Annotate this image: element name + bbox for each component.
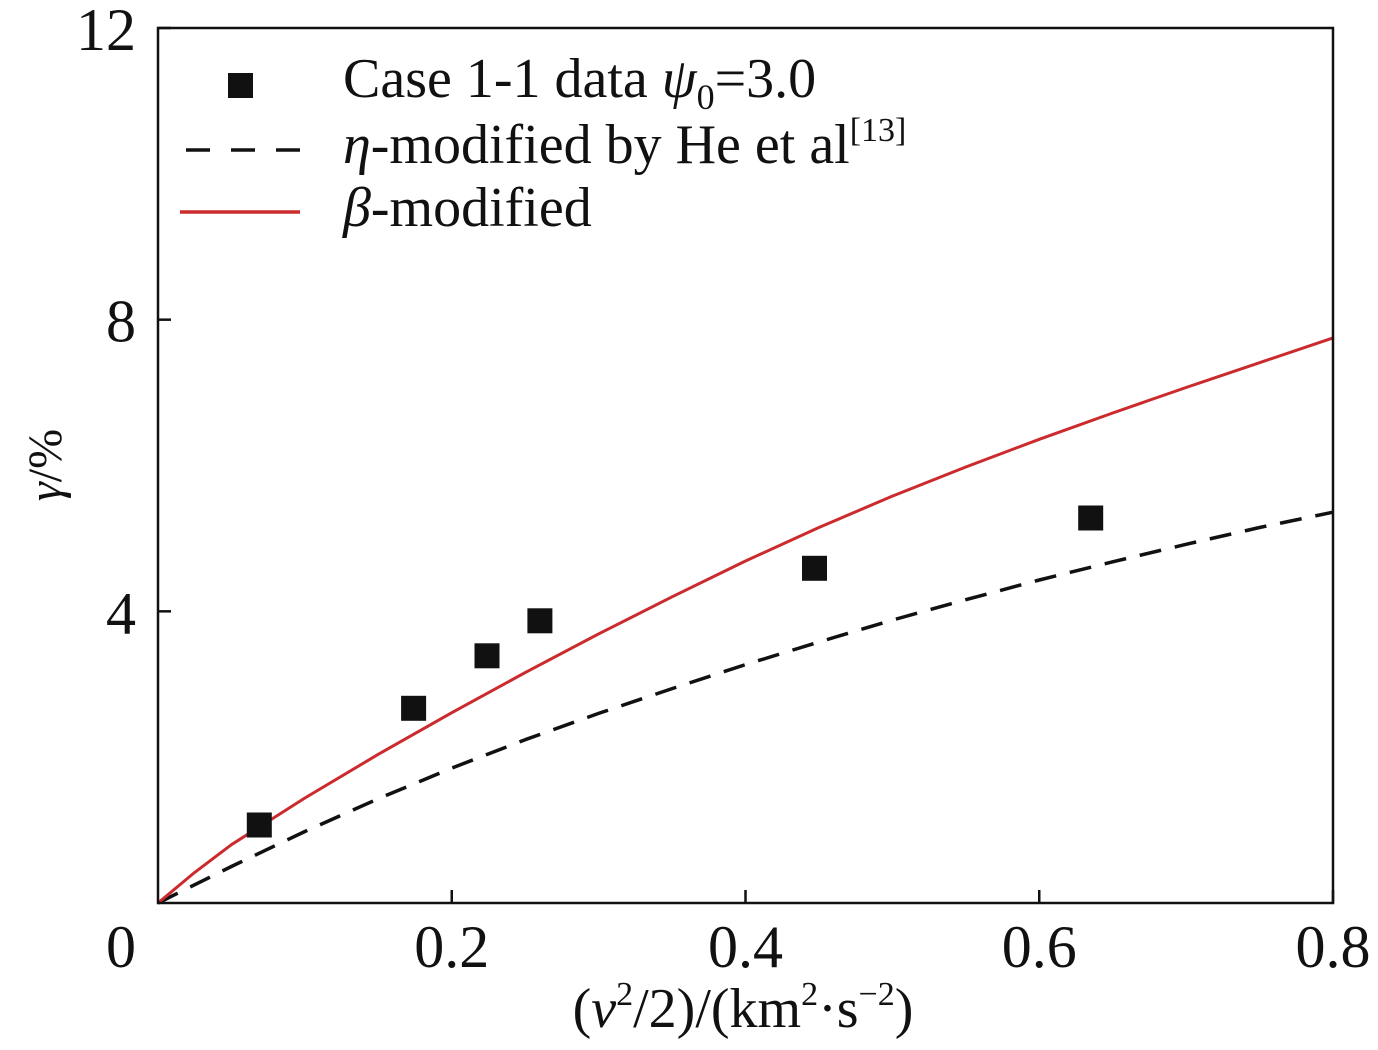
eta-modified-curve	[157, 510, 1334, 905]
y-axis-title-unit: /%	[19, 429, 72, 482]
legend-label-text: -modified by He et al	[371, 114, 850, 176]
legend-label-symbol: β	[342, 177, 371, 239]
origin-tick-label: 0	[106, 914, 136, 980]
x-axis-title: (v2/2)/(km2·s−2)	[573, 976, 914, 1040]
beta-modified-curve	[157, 336, 1334, 905]
x-axis-title-part: )	[895, 978, 914, 1040]
data-point-square	[527, 608, 553, 634]
y-tick-label: 4	[106, 580, 136, 646]
x-axis-title-superscript: −2	[859, 976, 895, 1013]
data-point-square	[1078, 505, 1104, 531]
legend-label-text: Case 1-1 data	[343, 48, 648, 110]
legend-label-beta: β-modified	[342, 177, 592, 239]
data-point-square	[246, 812, 272, 838]
x-tick-label: 0.4	[708, 914, 783, 980]
x-tick-label: 0.6	[1002, 914, 1077, 980]
legend-square-marker	[228, 73, 253, 98]
legend-label-text: -modified	[371, 177, 592, 239]
y-axis-title-variable: γ	[19, 481, 72, 501]
x-axis-title-part: /2)/(km	[633, 978, 801, 1040]
legend-label-symbol: η	[343, 114, 371, 176]
x-axis-title-superscript: 2	[616, 976, 633, 1013]
x-tick-label: 0.2	[414, 914, 489, 980]
legend-label-symbol: ψ	[662, 48, 698, 110]
x-axis-title-superscript: 2	[801, 976, 818, 1013]
data-point-square	[401, 695, 427, 721]
plot-series	[157, 336, 1334, 905]
y-axis-title: γ/%	[19, 429, 72, 501]
x-tick-label: 0.8	[1296, 914, 1371, 980]
legend-label-data: Case 1-1 data ψ0=3.0	[343, 48, 816, 117]
x-axis-title-variable: v	[591, 978, 616, 1040]
x-axis-title-part: ·s	[818, 978, 858, 1040]
legend: Case 1-1 data ψ0=3.0 η-modified by He et …	[180, 48, 906, 239]
data-point-square	[474, 643, 500, 669]
x-axis-title-part: (	[573, 978, 592, 1040]
data-point-square	[802, 555, 827, 581]
y-tick-label: 12	[76, 0, 136, 63]
legend-label-citation: [13]	[850, 112, 907, 149]
y-tick-label: 8	[106, 289, 136, 355]
legend-label-eta: η-modified by He et al[13]	[343, 112, 906, 176]
legend-label-suffix: =3.0	[715, 48, 817, 110]
axis-ticks: 0.2 0.4 0.6 0.8 4 8 12	[76, 0, 1371, 980]
legend-label-subscript: 0	[697, 77, 715, 117]
